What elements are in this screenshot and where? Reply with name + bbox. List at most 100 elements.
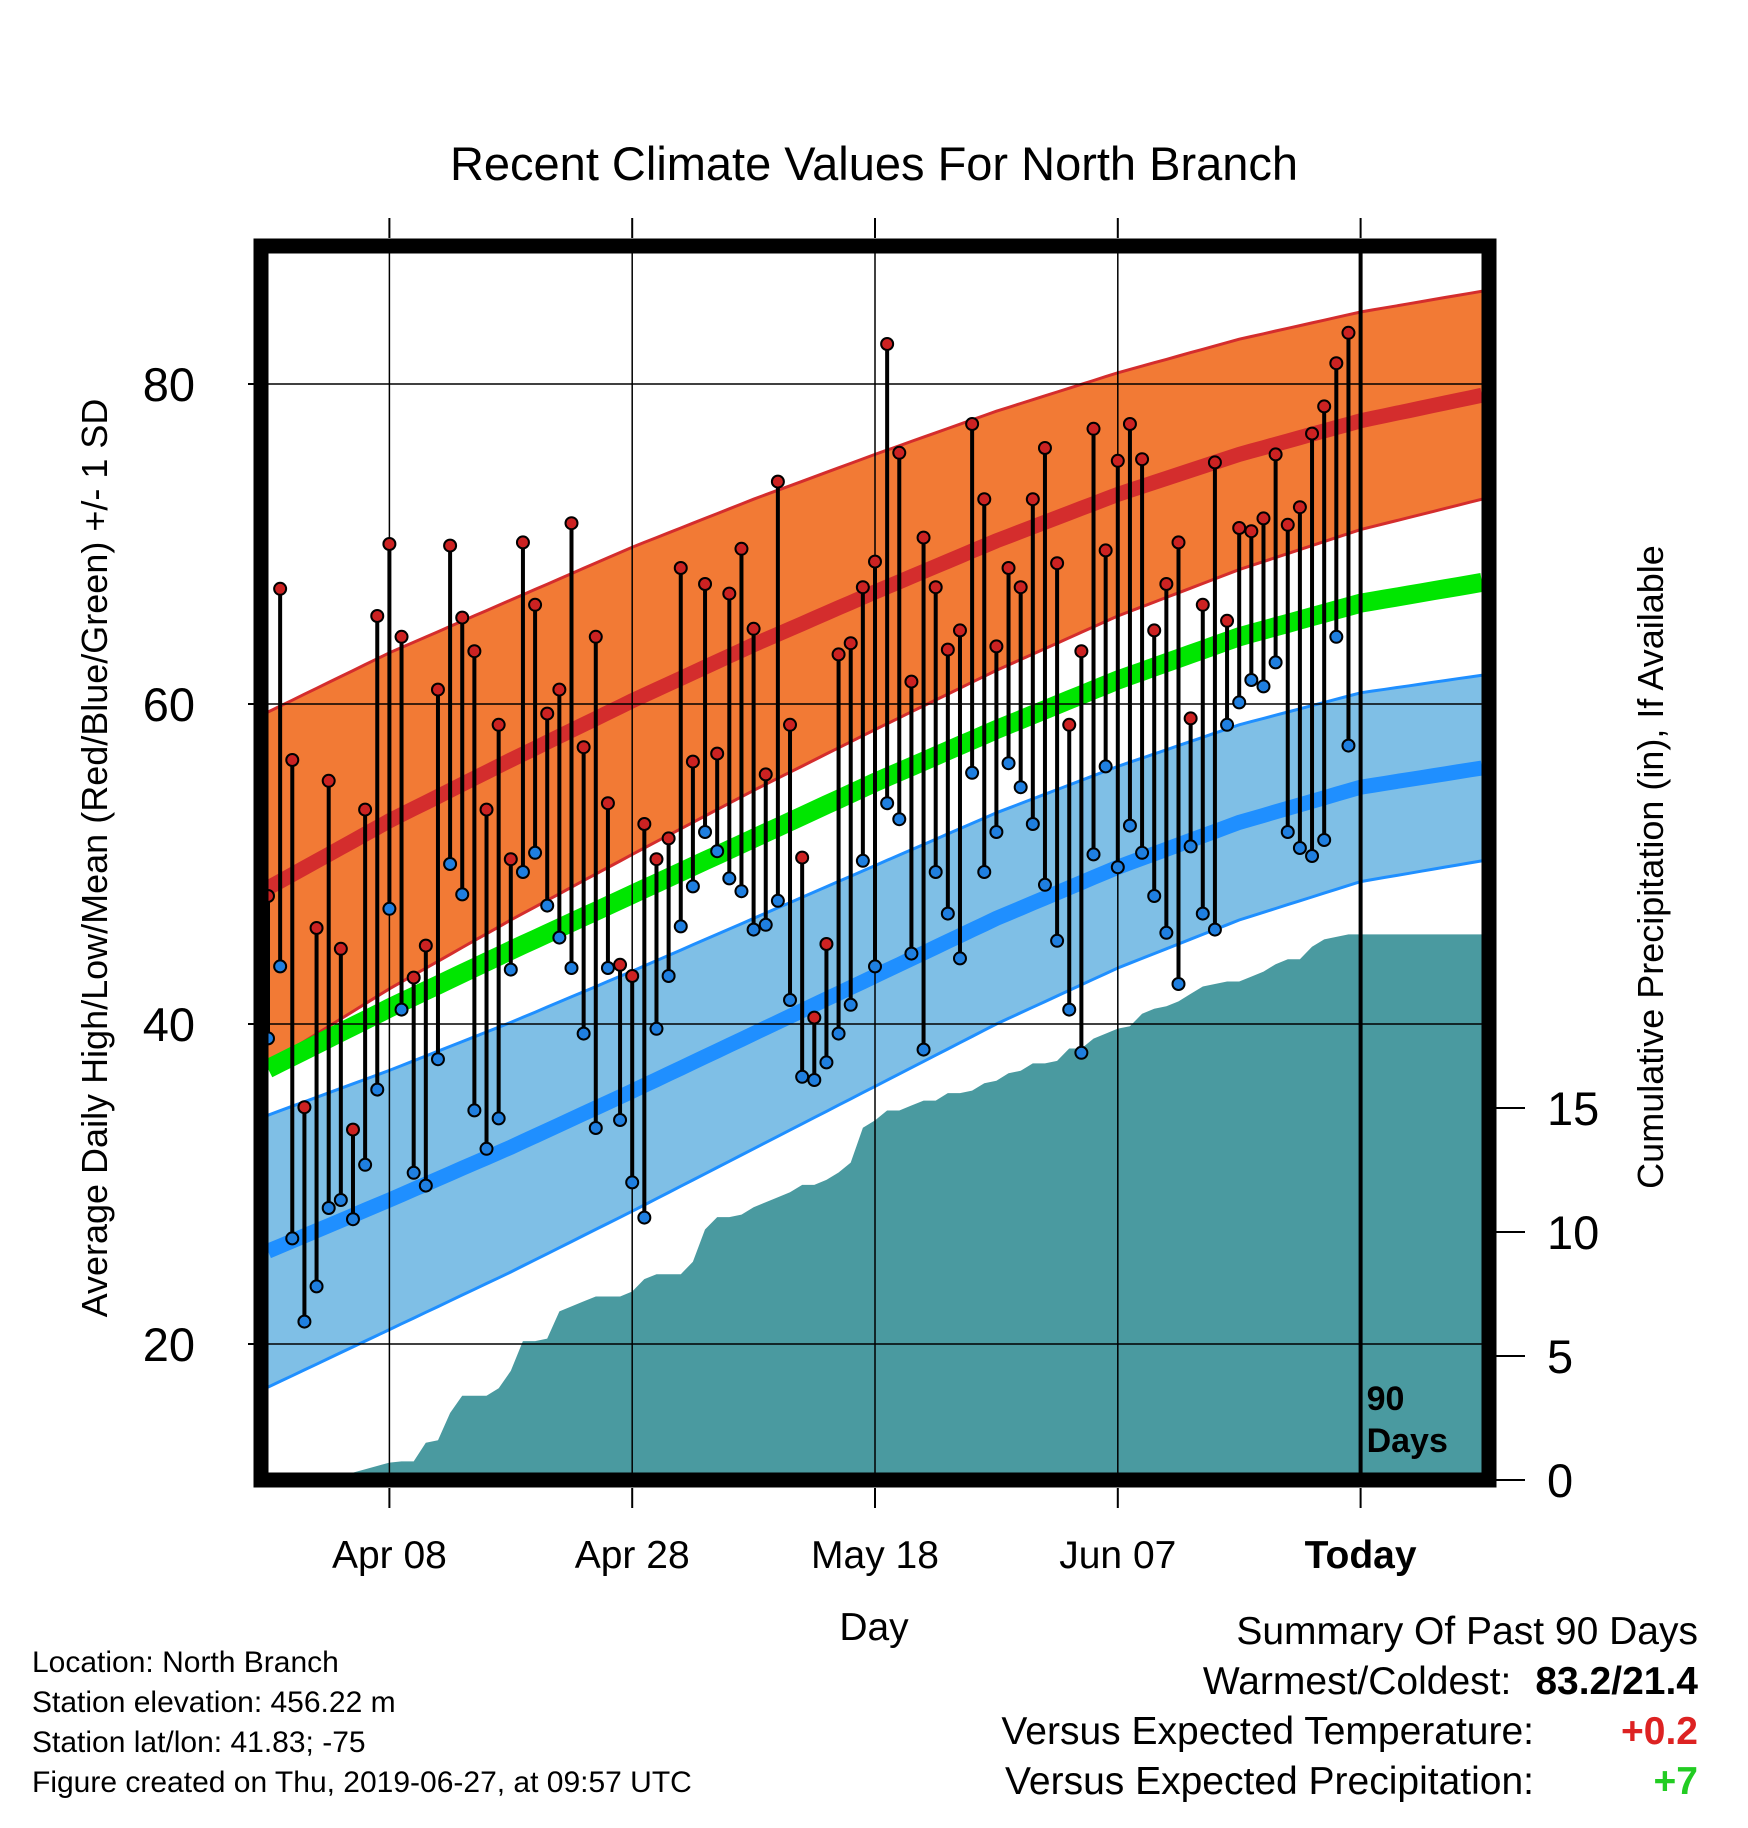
daily-high-point [613, 957, 628, 972]
daily-high-point [734, 541, 749, 556]
daily-low-point [418, 1178, 433, 1193]
warmest-coldest-value: 83.2/21.4 [1535, 1660, 1698, 1703]
daily-low-point [868, 959, 882, 974]
daily-high-point [358, 802, 373, 817]
temp-value: +0.2 [1621, 1710, 1698, 1753]
daily-low-point [443, 857, 458, 871]
daily-low-point [880, 796, 895, 811]
daily-low-point [576, 1026, 591, 1041]
daily-low-point [770, 893, 785, 908]
daily-low-point [892, 812, 907, 827]
daily-low-point [625, 1175, 640, 1190]
x-tick-label: Jun 07 [1059, 1534, 1176, 1577]
daily-high-point [515, 535, 530, 550]
daily-low-point [1244, 673, 1259, 687]
daily-low-point [916, 1042, 931, 1057]
daily-high-point [588, 629, 603, 644]
daily-low-point [843, 997, 858, 1012]
daily-high-point [868, 554, 882, 569]
daily-low-point [977, 865, 992, 879]
daily-low-point [273, 959, 288, 974]
daily-high-point [1025, 492, 1040, 507]
daily-low-point [952, 951, 967, 966]
daily-low-point [333, 1193, 348, 1207]
daily-low-point [1220, 717, 1235, 732]
daily-low-point [1280, 825, 1295, 839]
daily-low-point [430, 1052, 445, 1067]
daily-high-point [1037, 441, 1052, 455]
daily-high-point [916, 530, 931, 545]
y-tick-label: 60 [143, 678, 195, 731]
x-tick-label: Apr 28 [575, 1534, 690, 1577]
x-tick-label: May 18 [811, 1534, 939, 1577]
daily-low-point [795, 1069, 810, 1084]
daily-high-point [819, 937, 834, 951]
daily-low-point [989, 825, 1004, 839]
daily-high-point [1110, 453, 1125, 468]
daily-high-point [1183, 711, 1198, 726]
daily-high-point [576, 740, 591, 755]
daily-low-point [1317, 833, 1332, 847]
warmest-coldest-label: Warmest/Coldest: [1202, 1660, 1512, 1703]
x-tick-label: Apr 08 [332, 1534, 447, 1577]
daily-low-point [382, 901, 397, 916]
precip-value: +7 [1653, 1760, 1698, 1803]
daily-high-point [795, 850, 810, 865]
daily-high-point [1329, 356, 1344, 371]
daily-low-point [1341, 738, 1356, 753]
daily-high-point [710, 746, 725, 761]
daily-high-point [637, 817, 652, 831]
daily-high-point [1341, 325, 1356, 340]
daily-low-point [758, 917, 773, 932]
daily-high-point [479, 802, 494, 817]
daily-low-point [528, 845, 543, 860]
daily-low-point [649, 1021, 664, 1036]
daily-low-point [1159, 925, 1174, 940]
y-tick-label: 80 [143, 358, 195, 411]
daily-low-point [1256, 679, 1271, 694]
y2-tick-label: 5 [1547, 1330, 1573, 1383]
daily-low-point [540, 898, 555, 913]
y2-tick-label: 10 [1547, 1206, 1599, 1259]
daily-high-point [321, 773, 336, 788]
daily-high-point [1171, 535, 1186, 550]
daily-high-point [940, 642, 955, 657]
daily-high-point [1147, 623, 1162, 638]
daily-high-point [673, 561, 688, 575]
daily-high-point [467, 644, 482, 659]
today-label-line: 90 [1367, 1380, 1405, 1418]
daily-low-point [1074, 1045, 1089, 1060]
elevation-text: Station elevation: 456.22 m [32, 1686, 396, 1719]
daily-high-point [1074, 644, 1089, 659]
daily-high-point [1207, 455, 1222, 470]
daily-low-point [673, 919, 688, 934]
daily-high-point [843, 636, 858, 651]
daily-high-point [394, 629, 409, 644]
daily-low-point [783, 993, 798, 1007]
daily-high-point [770, 474, 785, 489]
y-axis-label: Average Daily High/Low/Mean (Red/Blue/Gr… [74, 399, 115, 1318]
daily-high-point [722, 586, 737, 601]
daily-high-point [855, 580, 870, 595]
daily-low-point [406, 1165, 421, 1180]
y-axis-ticks: 20 40 60 80 [143, 303, 268, 1425]
daily-low-point [285, 1231, 300, 1246]
y2-axis-ticks: 0 5 10 15 [1489, 1082, 1599, 1507]
daily-low-point [940, 906, 955, 921]
daily-high-point [309, 921, 324, 935]
daily-low-point [904, 946, 919, 961]
daily-low-point [455, 887, 470, 902]
daily-low-point [1135, 845, 1150, 860]
daily-low-point [722, 871, 737, 886]
daily-high-point [564, 516, 579, 531]
daily-high-point [345, 1122, 360, 1137]
daily-high-point [1232, 521, 1247, 535]
daily-high-point [455, 610, 470, 625]
daily-high-point [1292, 500, 1307, 515]
daily-high-point [1122, 417, 1137, 431]
station-info: Location: North Branch Station elevation… [32, 1643, 692, 1803]
daily-high-point [661, 831, 676, 846]
latlon-text: Station lat/lon: 41.83; -75 [32, 1726, 366, 1759]
daily-high-point [649, 852, 664, 867]
daily-high-point [552, 682, 567, 697]
